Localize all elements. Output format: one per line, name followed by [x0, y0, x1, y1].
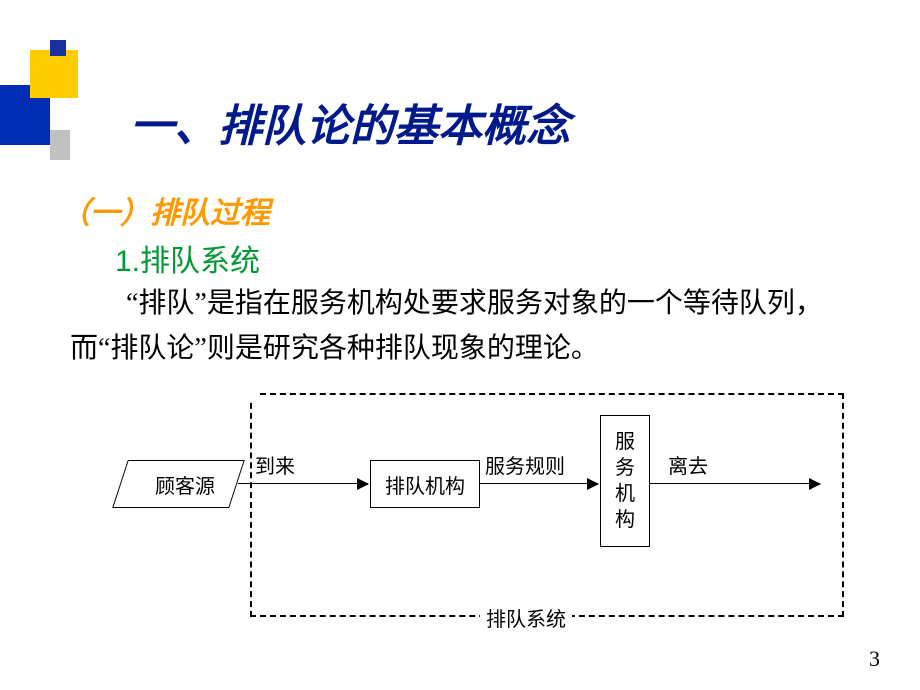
page-number: 3	[869, 646, 880, 672]
slide-title: 一、排队论的基本概念	[130, 90, 570, 154]
edge-rule	[480, 483, 598, 484]
node-service-label: 服 务 机 构	[615, 429, 635, 533]
deco-shadow	[50, 130, 70, 160]
node-queue: 排队机构	[370, 460, 480, 508]
edge-arrive	[238, 483, 368, 484]
node-source-label: 顾客源	[130, 470, 240, 499]
deco-square-blue-small	[50, 40, 66, 56]
edge-rule-label: 服务规则	[485, 450, 565, 479]
slide: 一、排队论的基本概念 （一）排队过程 1.排队系统 “排队”是指在服务机构处要求…	[0, 0, 920, 690]
deco-square-yellow	[30, 50, 78, 98]
system-boundary-label: 排队系统	[480, 603, 572, 632]
queue-system-diagram: 顾客源 排队机构 服 务 机 构 到来 服务规则 离去 排队系统	[110, 405, 860, 630]
node-service: 服 务 机 构	[600, 415, 650, 547]
subsection-heading: 1.排队系统	[115, 236, 260, 280]
system-boundary	[250, 393, 844, 617]
node-queue-label: 排队机构	[385, 470, 465, 499]
section-heading: （一）排队过程	[60, 188, 270, 232]
edge-leave	[650, 483, 820, 484]
edge-leave-label: 离去	[668, 450, 708, 479]
body-text: “排队”是指在服务机构处要求服务对象的一个等待队列，而“排队论”则是研究各种排队…	[70, 282, 860, 372]
edge-arrive-label: 到来	[255, 450, 295, 479]
